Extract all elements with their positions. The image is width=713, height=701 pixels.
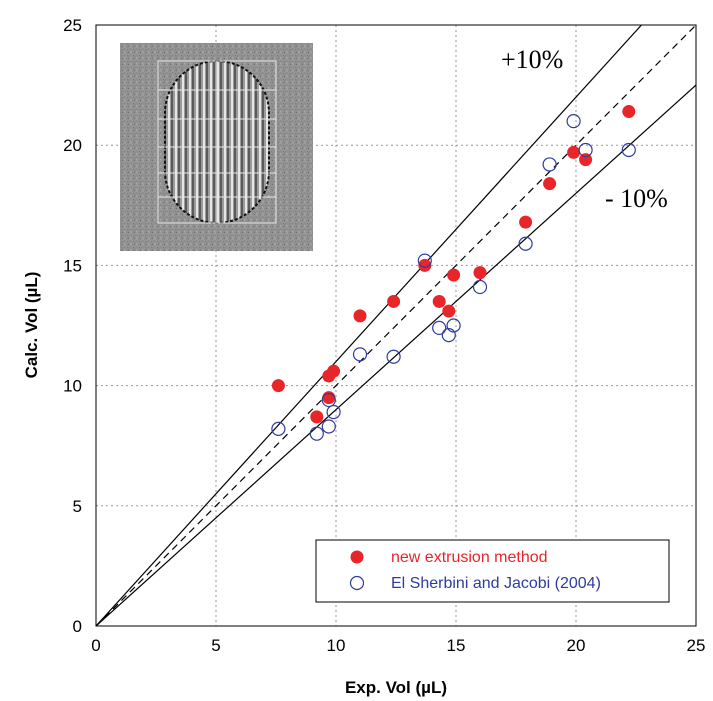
legend-box bbox=[315, 539, 670, 603]
x-axis-title: Exp. Vol (µL) bbox=[345, 678, 447, 697]
x-tick-label: 0 bbox=[91, 636, 100, 655]
annotation-minus10: - 10% bbox=[605, 184, 668, 213]
extrusion-point bbox=[432, 294, 446, 308]
extrusion-point bbox=[442, 304, 456, 318]
y-tick-label: 5 bbox=[73, 497, 82, 516]
sherbini-point bbox=[472, 279, 488, 295]
sherbini-point bbox=[352, 347, 368, 362]
y-tick-label: 15 bbox=[63, 256, 82, 275]
y-tick-label: 10 bbox=[63, 377, 82, 396]
sherbini-point bbox=[578, 142, 593, 158]
plot-frame bbox=[95, 24, 697, 627]
x-tick-labels: 0 5 10 15 20 25 bbox=[91, 636, 705, 655]
y-tick-labels: 0 5 10 15 20 25 bbox=[63, 16, 82, 636]
extrusion-point bbox=[543, 177, 557, 191]
extrusion-point bbox=[387, 294, 401, 308]
extrusion-point bbox=[353, 309, 367, 323]
data-points bbox=[271, 105, 636, 441]
sherbini-point bbox=[386, 349, 401, 364]
x-tick-label: 15 bbox=[447, 636, 466, 655]
x-tick-label: 10 bbox=[327, 636, 346, 655]
sherbini-point bbox=[621, 142, 636, 158]
legend-marker-sherbini bbox=[349, 575, 365, 591]
sherbini-point bbox=[446, 318, 461, 333]
x-tick-label: 5 bbox=[211, 636, 220, 655]
sherbini-point bbox=[326, 404, 341, 420]
x-tick-label: 25 bbox=[687, 636, 706, 655]
sherbini-point bbox=[417, 253, 432, 268]
extrusion-point bbox=[622, 105, 636, 119]
inset-droplet-image bbox=[120, 43, 313, 251]
extrusion-point bbox=[473, 266, 487, 280]
grid bbox=[96, 25, 696, 626]
sherbini-point bbox=[542, 157, 557, 172]
reference-line bbox=[96, 25, 696, 626]
extrusion-point bbox=[310, 410, 324, 424]
y-axis-title: Calc. Vol (µL) bbox=[22, 272, 41, 379]
y-tick-label: 0 bbox=[73, 617, 82, 636]
legend-marker-extrusion bbox=[350, 550, 364, 564]
extrusion-point bbox=[567, 145, 581, 159]
sherbini-point bbox=[432, 320, 447, 336]
extrusion-point bbox=[271, 379, 285, 393]
legend-label-sherbini: El Sherbini and Jacobi (2004) bbox=[391, 575, 601, 592]
extrusion-point bbox=[447, 268, 461, 282]
sherbini-point bbox=[309, 426, 324, 441]
legend-label-extrusion: new extrusion method bbox=[391, 549, 548, 566]
extrusion-point bbox=[519, 215, 533, 229]
extrusion-point bbox=[327, 364, 341, 378]
legend: new extrusion method El Sherbini and Jac… bbox=[315, 539, 670, 603]
sherbini-point bbox=[441, 328, 456, 343]
sherbini-point bbox=[271, 421, 286, 436]
extrusion-point bbox=[579, 153, 593, 167]
sherbini-point bbox=[518, 236, 533, 251]
sherbini-point bbox=[566, 114, 581, 129]
x-tick-label: 20 bbox=[567, 636, 586, 655]
y-tick-label: 20 bbox=[63, 136, 82, 155]
reference-line bbox=[96, 84, 696, 626]
annotation-plus10: +10% bbox=[501, 45, 563, 74]
extrusion-point bbox=[418, 258, 432, 272]
sherbini-point bbox=[321, 392, 336, 408]
y-tick-label: 25 bbox=[63, 16, 82, 35]
sherbini-point bbox=[321, 419, 336, 434]
